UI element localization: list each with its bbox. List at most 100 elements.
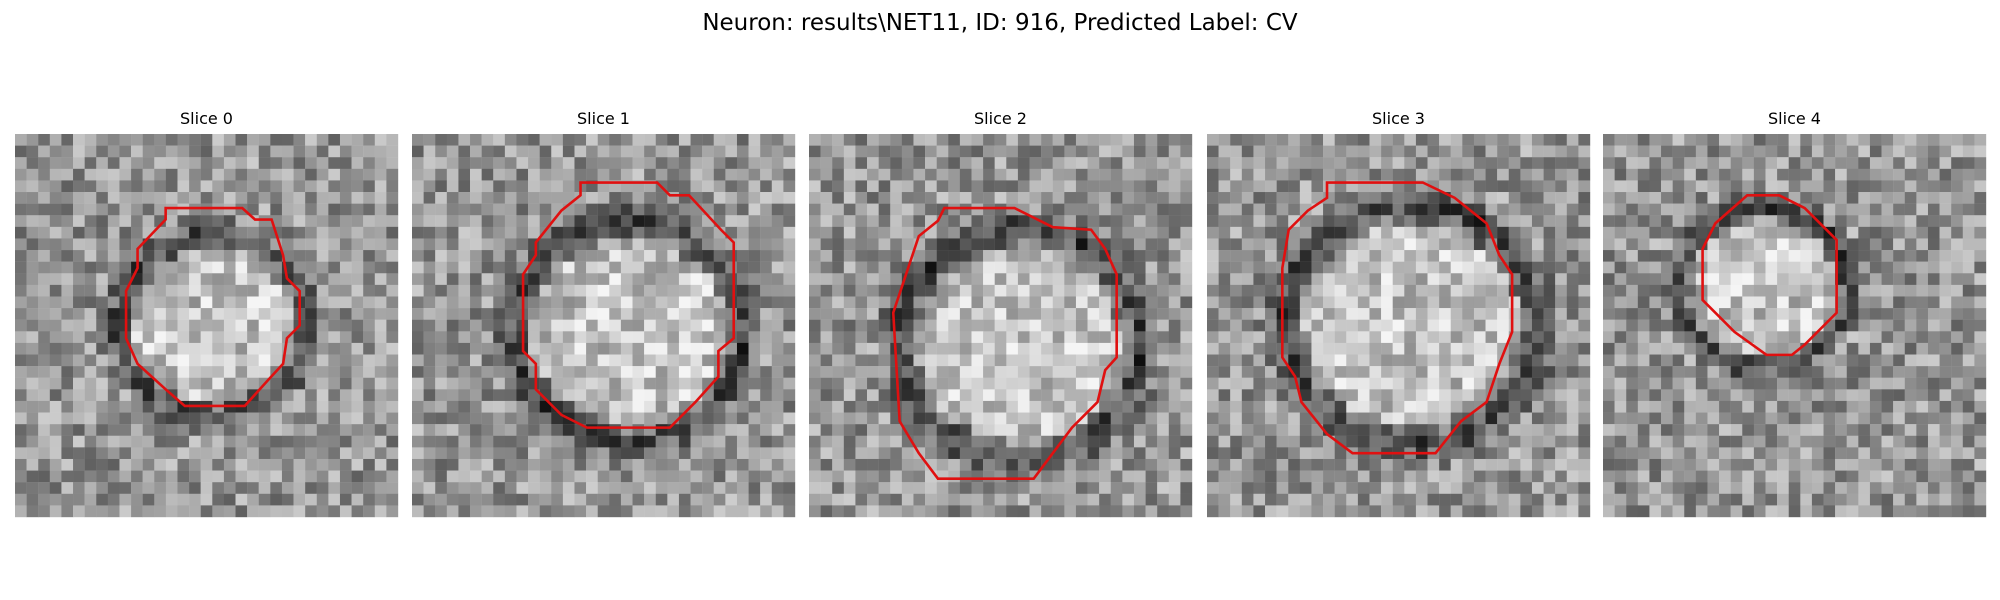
pixel: [481, 284, 494, 297]
pixel: [562, 250, 575, 262]
pixel: [1064, 470, 1077, 483]
pixel: [1299, 215, 1312, 228]
pixel: [1369, 157, 1382, 170]
pixel: [1462, 308, 1475, 320]
pixel: [1029, 284, 1042, 297]
pixel: [1520, 134, 1533, 146]
pixel: [1064, 319, 1077, 332]
pixel: [1133, 261, 1146, 274]
pixel: [293, 250, 306, 262]
pixel: [258, 273, 271, 286]
pixel: [586, 284, 598, 297]
pixel: [1497, 157, 1509, 170]
pixel: [901, 203, 914, 216]
pixel: [1707, 331, 1720, 344]
pixel: [270, 447, 283, 460]
pixel: [1974, 226, 1987, 239]
pixel: [281, 424, 294, 436]
pixel: [1707, 134, 1720, 146]
pixel: [678, 168, 691, 181]
pixel: [200, 134, 213, 146]
pixel: [363, 377, 375, 390]
pixel: [1881, 342, 1894, 355]
pixel: [1381, 493, 1393, 506]
pixel: [1006, 458, 1019, 471]
pixel: [1707, 261, 1720, 274]
pixel: [154, 134, 167, 146]
pixel: [363, 493, 375, 506]
pixel: [470, 505, 482, 518]
pixel: [1288, 192, 1301, 204]
pixel: [1311, 319, 1324, 332]
pixel: [597, 296, 610, 309]
pixel: [339, 458, 352, 471]
pixel: [948, 331, 961, 344]
pixel: [1041, 284, 1053, 297]
pixel: [1951, 203, 1963, 216]
pixel: [528, 180, 540, 193]
pixel: [878, 308, 891, 320]
pixel: [1168, 400, 1181, 413]
pixel: [1276, 180, 1289, 193]
pixel: [702, 308, 714, 320]
pixel: [177, 342, 190, 355]
pixel: [1075, 168, 1088, 181]
pixel: [1334, 226, 1347, 239]
pixel: [1439, 400, 1451, 413]
pixel: [736, 342, 749, 355]
pixel: [258, 458, 271, 471]
pixel: [1508, 134, 1521, 146]
pixel: [878, 377, 891, 390]
pixel: [1207, 203, 1219, 216]
pixel: [725, 400, 738, 413]
pixel: [690, 284, 703, 297]
pixel: [154, 400, 167, 413]
pixel: [446, 331, 459, 344]
pixel: [678, 412, 691, 425]
pixel: [73, 203, 85, 216]
pixel: [1357, 261, 1370, 274]
pixel: [667, 238, 680, 251]
pixel: [458, 261, 471, 274]
pixel: [84, 250, 97, 262]
pixel: [374, 192, 387, 204]
pixel: [1323, 366, 1335, 378]
pixel: [1427, 319, 1440, 332]
pixel: [223, 157, 236, 170]
pixel: [458, 331, 471, 344]
pixel: [809, 261, 821, 274]
pixel: [154, 308, 167, 320]
pixel: [1017, 145, 1030, 158]
pixel: [1777, 319, 1789, 332]
pixel: [1788, 168, 1801, 181]
pixel: [1110, 203, 1123, 216]
pixel: [1811, 180, 1824, 193]
pixel: [1566, 435, 1579, 448]
pixel: [1145, 261, 1158, 274]
pixel: [38, 447, 51, 460]
pixel: [1508, 458, 1521, 471]
pixel: [1230, 493, 1243, 506]
pixel: [1531, 203, 1544, 216]
pixel: [1508, 308, 1521, 320]
pixel: [247, 319, 259, 332]
pixel: [1974, 180, 1987, 193]
pixel: [1485, 354, 1498, 367]
pixel: [1614, 308, 1627, 320]
pixel: [597, 400, 610, 413]
pixel: [1230, 377, 1243, 390]
pixel: [901, 180, 914, 193]
pixel: [1253, 342, 1266, 355]
pixel: [200, 493, 213, 506]
pixel: [481, 145, 494, 158]
pixel: [504, 342, 517, 355]
pixel: [1566, 470, 1579, 483]
pixel: [713, 308, 726, 320]
pixel: [1346, 203, 1359, 216]
pixel: [867, 180, 879, 193]
pixel: [655, 331, 668, 344]
pixel: [1041, 331, 1053, 344]
pixel: [1473, 203, 1486, 216]
pixel: [61, 134, 74, 146]
slice-image: [1207, 134, 1591, 518]
